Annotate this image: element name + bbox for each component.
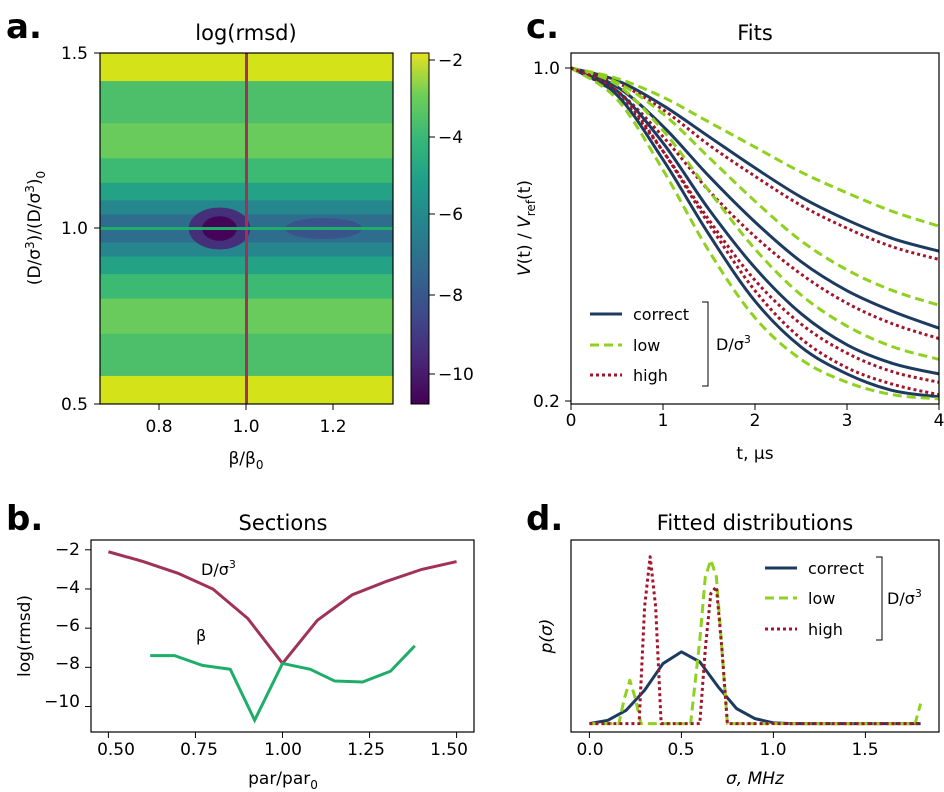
fit-curve-high [571,66,939,397]
panel-a: a. log(rmsd) 0.8 1.0 1.2 0.5 1.0 1.5 β/β… [6,7,474,472]
fit-curve-high [571,66,939,261]
fit-curve-high [571,66,939,384]
xtick-label: 1.00 [264,740,302,760]
panel-a-yticks: 0.5 1.0 1.5 [61,44,100,415]
ytick-label: 1.5 [61,44,88,64]
panel-d-ticks: 0.0 0.5 1.0 1.5 [576,732,879,760]
fit-curve-low [571,66,939,307]
section-line [108,550,457,666]
legend-label-high: high [633,366,668,385]
xtick-label: 1.2 [319,417,346,437]
fit-curve-correct [571,66,939,399]
panel-d-letter: d. [526,499,563,539]
section-line [150,644,416,724]
xtick-label: 1.5 [851,740,878,760]
legend-group-label: D/σ3 [716,333,751,354]
xtick-label: 4 [934,411,944,431]
xtick-label: 3 [842,411,853,431]
panel-a-xlabel: β/β0 [228,449,263,472]
panel-c: c. Fits 0 1 2 3 4 1.0 0.2 t, μs V(t) / V… [515,7,944,464]
legend-bracket [702,301,709,387]
colorbar [410,52,430,405]
xtick-label: 0.50 [97,740,135,760]
xtick-label: 0.5 [667,740,694,760]
panel-b: b. Sections 0.50 0.75 1.00 1.25 1.50 −2 … [6,499,475,792]
xtick-label: 1.0 [232,417,259,437]
ytick-label: −8 [55,654,80,674]
panel-d-ylabel: p(σ) [537,619,557,655]
panel-c-ticks: 0 1 2 3 4 1.0 0.2 [533,59,944,431]
ytick-label: −10 [44,692,80,712]
panel-c-title: Fits [737,21,773,45]
fit-curve-low [571,66,939,228]
colorbar-tick-label: −2 [438,51,463,71]
ytick-label: 1.0 [61,219,88,239]
panel-a-xticks: 0.8 1.0 1.2 [145,404,347,437]
legend-label-correct: correct [808,559,864,578]
legend-label-correct: correct [633,305,689,324]
panel-d-legend: correct low high D/σ3 [765,556,922,641]
panel-a-letter: a. [6,7,42,47]
ytick-label: −6 [55,616,80,636]
xtick-label: 1.25 [347,740,385,760]
panel-c-ylabel: V(t) / Vref(t) [515,180,538,276]
panel-b-xlabel: par/par0 [248,769,318,792]
panel-c-xlabel: t, μs [736,444,773,464]
panel-d: d. Fitted distributions 0.0 0.5 1.0 1.5 … [526,499,940,789]
colorbar-tick-label: −10 [438,365,474,385]
section-label-d: D/σ3 [201,558,236,579]
panel-a-ylabel: (D/σ3)/(D/σ3)0 [23,171,48,285]
colorbar-ticks: −2 −4 −6 −8 −10 [429,51,474,385]
section-label-beta: β [196,626,206,645]
fit-curve-high [571,66,939,340]
heatmap [100,53,393,404]
panel-d-frame [570,539,940,733]
ytick-label: −4 [55,578,80,598]
fit-curve-correct [571,66,939,330]
panel-b-frame [90,539,475,733]
panel-b-letter: b. [6,499,43,539]
panel-b-ticks: 0.50 0.75 1.00 1.25 1.50 −2 −4 −6 −8 −10 [44,540,468,760]
panel-c-letter: c. [526,7,559,47]
xtick-label: 1.0 [759,740,786,760]
fit-curve-correct [571,66,939,253]
panel-b-ylabel: log(rmsd) [15,595,35,677]
panel-a-title: log(rmsd) [195,21,296,45]
legend-group-label: D/σ3 [887,587,922,608]
xtick-label: 0.75 [180,740,218,760]
xtick-label: 0 [566,411,577,431]
colorbar-tick-label: −8 [438,286,463,306]
xtick-label: 1.50 [430,740,468,760]
xtick-label: 0.0 [576,740,603,760]
panel-d-title: Fitted distributions [657,511,853,535]
legend-label-low: low [808,589,835,608]
panel-d-xlabel: σ, MHz [726,769,785,789]
xtick-label: 2 [750,411,761,431]
ytick-label: 0.5 [61,395,88,415]
colorbar-tick-label: −6 [438,205,463,225]
distribution-high [589,555,921,726]
legend-label-low: low [633,336,660,355]
xtick-label: 1 [658,411,669,431]
panel-b-title: Sections [239,511,328,535]
xtick-label: 0.8 [145,417,172,437]
ytick-label: 1.0 [533,59,560,79]
colorbar-tick-label: −4 [438,128,463,148]
ytick-label: 0.2 [533,392,560,412]
panel-c-legend: correct low high D/σ3 [590,301,751,387]
legend-bracket [876,556,883,641]
ytick-label: −2 [55,540,80,560]
fit-curve-low [571,66,939,401]
legend-label-high: high [808,620,843,639]
